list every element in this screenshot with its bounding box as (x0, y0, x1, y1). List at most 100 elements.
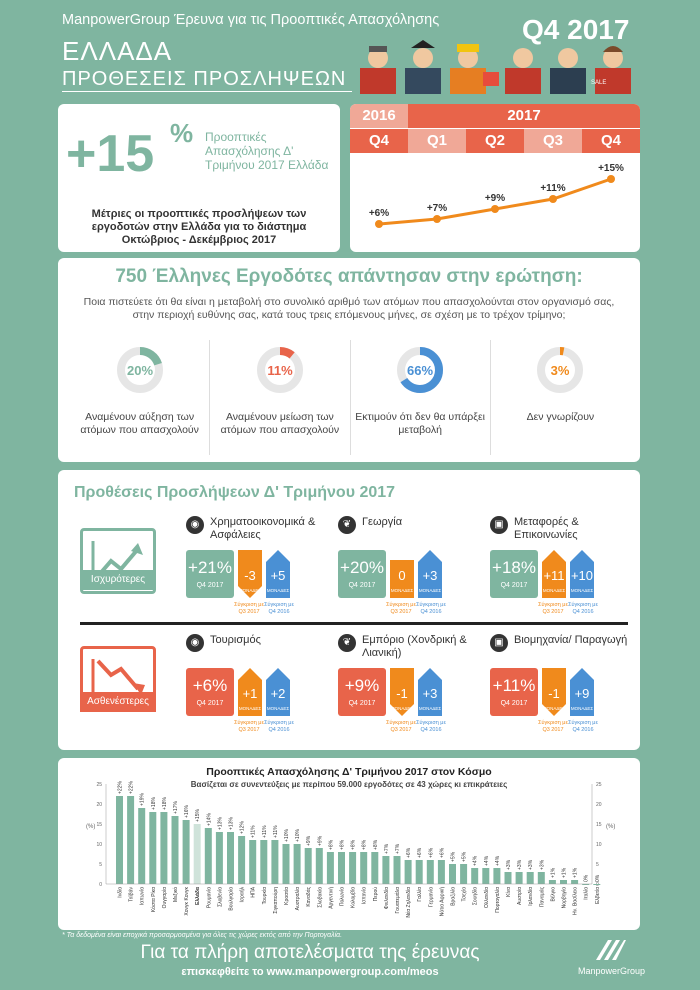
svg-text:ΜΟΝΑΔΕΣ: ΜΟΝΑΔΕΣ (419, 588, 442, 593)
svg-text:66%: 66% (407, 363, 433, 378)
donut-chart: 3% (537, 347, 584, 393)
sectors-card: Προθέσεις Προσλήψεων Δ' Τριμήνου 2017 Ισ… (58, 470, 640, 750)
world-bar (271, 840, 279, 884)
header-quarter: Q4 2017 (522, 14, 630, 45)
y-tick-right: 5 (596, 862, 599, 868)
trend-year-2016: 2016 (350, 104, 408, 128)
footer-cta: Για τα πλήρη αποτελέσματα της έρευνας (140, 942, 480, 963)
world-bar (571, 880, 579, 884)
world-bar-label: +9% (306, 835, 312, 846)
world-bar (304, 848, 312, 884)
world-bar (326, 852, 334, 884)
world-bar (238, 836, 246, 884)
world-bar (382, 856, 390, 884)
sector-cmp-y: Σύγκριση με Q4 2016 (264, 602, 294, 615)
world-bar-label: +16% (184, 805, 190, 818)
svg-text:+3: +3 (423, 686, 438, 701)
world-bar (504, 872, 512, 884)
world-bar-label: +10% (284, 829, 290, 842)
world-bar (537, 872, 545, 884)
world-country-label: Ισραήλ (239, 887, 246, 903)
world-bar (260, 840, 268, 884)
sector-q-change: -1 ΜΟΝΑΔΕΣ (542, 668, 566, 716)
world-country-label: Πορτογαλία (495, 887, 501, 913)
world-country-label: Αργεντινή (327, 887, 334, 909)
world-bar (282, 844, 290, 884)
svg-text:11%: 11% (267, 363, 293, 378)
sector-icon: ▣ (490, 634, 508, 652)
world-bar-label: +18% (151, 797, 157, 810)
header-title: ΕΛΛΑΔΑ (62, 36, 173, 66)
svg-text:+1: +1 (243, 686, 258, 701)
svg-text:-3: -3 (244, 568, 256, 583)
sector-cmp-q: Σύγκριση με Q3 2017 (386, 720, 416, 733)
y-tick-left: 25 (96, 782, 102, 788)
trend-label-2: +9% (485, 193, 505, 204)
y-tick-left: 10 (96, 842, 102, 848)
trend-line-chart: +6% +7% +9% +11% +15% (369, 163, 624, 228)
sector-name: Βιομηχανία/ Παραγωγή (514, 634, 628, 646)
trend-quarters: Q4 Q1 Q2 Q3 Q4 (350, 129, 640, 153)
survey-result-0: 20% Αναμένουν αύξηση των ατόμων που απασ… (70, 340, 209, 455)
y-tick-left: 20 (96, 802, 102, 808)
world-country-label: Ιρλανδία (528, 887, 534, 906)
weak-sectors: ◉ Τουρισμός +6% Q4 2017 +1 ΜΟΝΑΔΕΣ +2 ΜΟΝ… (186, 632, 636, 742)
world-bar (460, 864, 468, 884)
sector-cmp-y: Σύγκριση με Q4 2016 (568, 720, 598, 733)
world-bar-label: +19% (140, 793, 146, 806)
sector-q-change: -3 ΜΟΝΑΔΕΣ (238, 550, 262, 598)
trend-year-2017: 2017 (408, 104, 640, 128)
sectors-divider (80, 622, 628, 625)
sector-q-change: +1 ΜΟΝΑΔΕΣ (238, 668, 262, 716)
y-tick-left: 0 (99, 882, 102, 888)
survey-separator (349, 340, 351, 455)
world-country-label: Σιγκαπούρη (272, 887, 279, 914)
header-subtitle: ManpowerGroup Έρευνα για τις Προοπτικές … (62, 12, 440, 28)
outlook-description: Μέτριες οι προοπτικές προσλήψεων των εργ… (91, 208, 307, 246)
survey-question: Ποια πιστεύετε ότι θα είναι η μεταβολή σ… (83, 296, 615, 321)
footer-link[interactable]: επισκεφθείτε το www.manpowergroup.com/me… (181, 966, 439, 978)
svg-text:+11: +11 (543, 568, 564, 583)
world-bar-label: +5% (462, 851, 468, 862)
world-country-label: Ολλανδία (484, 887, 490, 908)
trend-point-3 (549, 195, 557, 203)
svg-text:ΜΟΝΑΔΕΣ: ΜΟΝΑΔΕΣ (239, 706, 262, 711)
world-country-label: Ελλάδα (195, 886, 201, 905)
donut-label: Αναμένουν μείωση των ατόμων που απασχολο… (220, 411, 340, 436)
world-country-label: Αυστραλία (295, 887, 301, 910)
world-bar (582, 884, 590, 885)
world-bar-label: +8% (362, 839, 368, 850)
sector-cmp-y: Σύγκριση με Q4 2016 (264, 720, 294, 733)
world-country-label: Ουγγαρία (162, 887, 168, 908)
svg-text:ΜΟΝΑΔΕΣ: ΜΟΝΑΔΕΣ (543, 706, 566, 711)
survey-title: 750 Έλληνες Εργοδότες απάντησαν στην ερώ… (115, 266, 583, 287)
world-country-label: Ελβετία (595, 887, 601, 904)
world-country-label: ΗΠΑ (251, 886, 257, 897)
survey-result-2: 66% Εκτιμούν ότι δεν θα υπάρξει μεταβολή (351, 340, 490, 455)
world-country-label: Ισπανία (362, 887, 368, 904)
trend-quarter-3: Q3 (524, 129, 582, 153)
svg-text:+5: +5 (271, 568, 286, 583)
world-bar-label: +13% (229, 817, 235, 830)
y-axis-label-left: (%) (86, 824, 95, 830)
header-underline (62, 91, 352, 92)
sector-value-box: +18% Q4 2017 (490, 550, 538, 598)
world-bar-label: +12% (240, 821, 246, 834)
world-bar (482, 868, 490, 884)
sector-cmp-q: Σύγκριση με Q3 2017 (234, 720, 264, 733)
trend-label-4: +15% (598, 163, 624, 174)
world-bar-label: +22% (129, 781, 135, 794)
manpower-logo-icon (596, 940, 626, 960)
world-country-label: Τσεχία (462, 887, 468, 902)
world-bar-label: +7% (384, 843, 390, 854)
world-country-label: Γερμανία (428, 887, 434, 907)
sector-value-box: +6% Q4 2017 (186, 668, 234, 716)
world-bar-label: +3% (517, 859, 523, 870)
svg-text:ΜΟΝΑΔΕΣ: ΜΟΝΑΔΕΣ (543, 588, 566, 593)
donut-label: Δεν γνωρίζουν (526, 411, 595, 423)
sector-y-change: +10 ΜΟΝΑΔΕΣ (570, 550, 594, 598)
sector-cmp-q: Σύγκριση με Q3 2017 (234, 602, 264, 615)
world-country-label: Νέα Ζηλανδία (405, 887, 412, 918)
world-country-label: Σουηδία (473, 887, 479, 905)
world-bar (593, 884, 601, 885)
